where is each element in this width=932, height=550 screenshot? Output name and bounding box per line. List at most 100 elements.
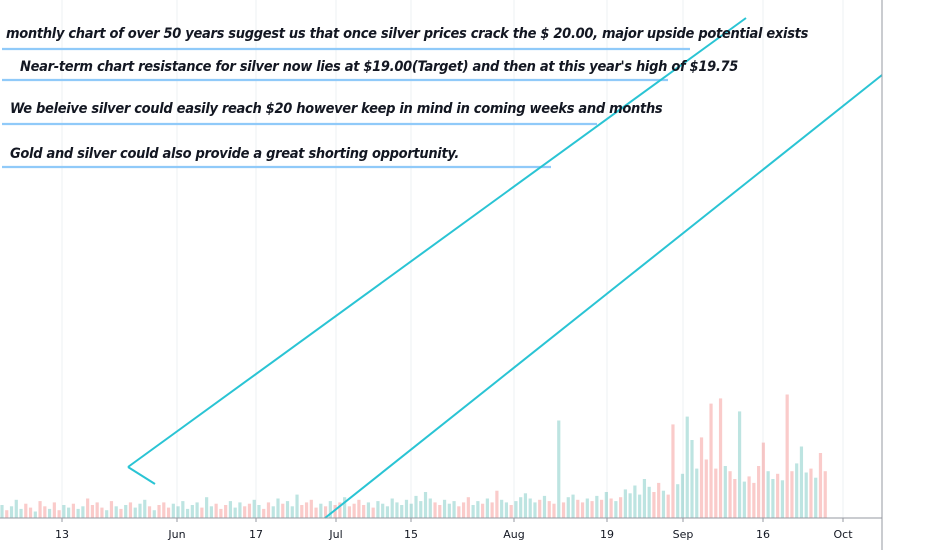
volume-bar <box>471 505 475 518</box>
volume-bar <box>595 495 599 518</box>
volume-bar <box>271 506 275 518</box>
channel-upper-line[interactable] <box>127 17 747 468</box>
annotation-text: monthly chart of over 50 years suggest u… <box>6 26 809 42</box>
volume-bar <box>14 499 18 518</box>
volume-bar <box>490 502 494 518</box>
volume-bar <box>514 501 518 518</box>
x-tick-label: 13 <box>55 528 69 541</box>
volume-bar <box>124 505 128 518</box>
volume-bar <box>680 473 685 518</box>
volume-bar <box>780 480 785 518</box>
volume-bar <box>400 505 404 518</box>
volume-bar <box>366 502 371 518</box>
volume-bar <box>228 501 233 518</box>
volume-bar <box>737 411 742 518</box>
channel-lower-line[interactable] <box>324 74 883 519</box>
volume-bar <box>638 494 642 518</box>
volume-bar <box>461 502 466 518</box>
volume-bar <box>362 505 366 518</box>
x-tick-label: Oct <box>833 528 853 541</box>
volume-bar <box>390 498 394 518</box>
volume-bar <box>95 502 99 518</box>
volume-bar <box>295 494 299 518</box>
volume-bar <box>76 508 80 518</box>
volume-bar <box>209 506 213 518</box>
volume-bar <box>109 501 114 518</box>
volume-bar <box>114 506 118 518</box>
volume-bar <box>714 468 718 518</box>
volume-bar <box>238 502 242 518</box>
volume-bar <box>571 494 575 518</box>
volume-bar <box>214 503 218 518</box>
trend-channel[interactable] <box>127 17 883 519</box>
volume-bar <box>300 505 304 518</box>
volume-bar <box>609 498 613 518</box>
volume-bar <box>795 463 799 518</box>
volume-bar <box>561 502 566 518</box>
volume-bar <box>614 501 618 518</box>
volume-bar <box>509 505 513 518</box>
volume-bar <box>43 506 47 518</box>
volume-bar <box>166 507 171 518</box>
volume-bar <box>699 437 704 518</box>
volume-bar <box>0 505 4 518</box>
volume-bar <box>247 503 252 518</box>
volume-bar <box>24 503 28 518</box>
volume-bar <box>414 495 418 518</box>
volume-bar <box>428 498 432 518</box>
volume-bar <box>519 497 523 518</box>
volume-bar <box>695 468 699 518</box>
volume-bar <box>547 501 551 518</box>
channel-anchor-line[interactable] <box>127 466 156 485</box>
volume-bar <box>599 499 604 518</box>
volume-bar <box>757 466 761 518</box>
volume-bar <box>266 502 271 518</box>
volume-bar <box>252 499 256 518</box>
volume-bar <box>481 503 485 518</box>
volume-bar <box>814 477 818 518</box>
volume-bar <box>690 440 694 518</box>
volume-bar <box>500 499 504 518</box>
volume-bar <box>105 510 109 518</box>
volume-bar <box>623 489 627 518</box>
volume-bar <box>433 502 437 518</box>
volume-bar <box>718 398 723 518</box>
volume-bar <box>733 479 737 518</box>
volume-bar <box>314 507 318 518</box>
volume-bar <box>352 503 356 518</box>
volume-bar <box>319 503 323 518</box>
volume-bar <box>33 511 37 518</box>
volume-bar <box>580 502 585 518</box>
volume-bar <box>86 498 90 518</box>
volume-bar <box>633 485 637 518</box>
volume-bar <box>485 498 489 518</box>
volume-bar <box>290 506 294 518</box>
x-tick-label: Jun <box>167 528 185 541</box>
volume-bar <box>466 497 470 518</box>
volume-bar <box>9 506 14 518</box>
volume-bar <box>19 508 23 518</box>
volume-bar <box>404 499 409 518</box>
volume-bar <box>728 471 732 518</box>
volume-bar <box>333 505 337 518</box>
volume-bar <box>28 507 33 518</box>
volume-bar <box>785 394 789 518</box>
volume-bar <box>823 471 827 518</box>
volume-bars <box>0 394 827 518</box>
x-tick-label: Aug <box>503 528 524 541</box>
volume-bar <box>304 502 309 518</box>
volume-bar <box>205 497 209 518</box>
volume-bar <box>143 499 147 518</box>
volume-bar <box>385 506 390 518</box>
volume-bar <box>585 498 589 518</box>
volume-bar <box>576 499 580 518</box>
volume-bar <box>742 481 746 518</box>
volume-bar <box>818 453 823 518</box>
volume-bar <box>652 492 656 518</box>
x-tick-label: 15 <box>404 528 418 541</box>
volume-bar <box>528 498 532 518</box>
volume-bar <box>704 459 708 518</box>
volume-bar <box>133 507 137 518</box>
x-tick-label: 16 <box>756 528 770 541</box>
